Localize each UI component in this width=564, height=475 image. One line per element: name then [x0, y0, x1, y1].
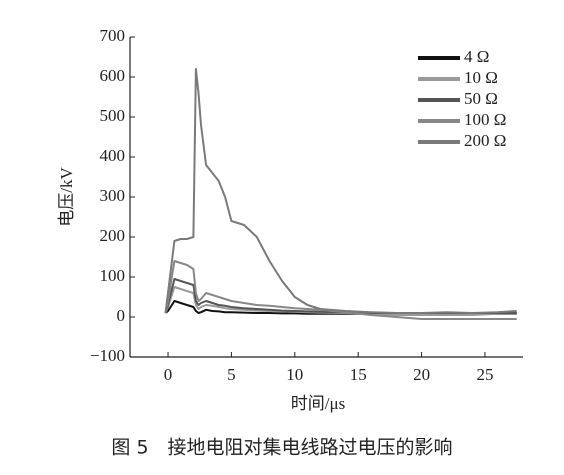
x-axis-label: 时间/μs: [291, 394, 345, 413]
caption: 图 5 接地电阻对集电线路过电压的影响: [111, 437, 452, 459]
x-tick-label: 10: [286, 365, 303, 384]
y-tick-label: −100: [90, 346, 125, 365]
y-tick-label: 400: [100, 146, 126, 165]
legend-label: 10 Ω: [464, 68, 498, 87]
x-tick-label: 0: [164, 365, 173, 384]
y-tick-label: 500: [100, 106, 126, 125]
legend-label: 50 Ω: [464, 89, 498, 108]
legend-label: 4 Ω: [464, 47, 489, 66]
series-line: [164, 68, 517, 314]
y-tick-label: 300: [100, 186, 126, 205]
y-tick-label: 200: [100, 226, 126, 245]
series-line: [164, 286, 517, 316]
y-tick-label: 600: [100, 66, 126, 85]
x-tick-label: 20: [413, 365, 430, 384]
x-tick-label: 25: [476, 365, 493, 384]
x-tick-label: 15: [350, 365, 367, 384]
y-tick-label: 700: [100, 26, 126, 45]
legend-label: 100 Ω: [464, 110, 506, 129]
y-tick-label: 0: [117, 306, 126, 325]
x-tick-label: 5: [227, 365, 236, 384]
legend-label: 200 Ω: [464, 131, 506, 150]
y-tick-label: 100: [100, 266, 126, 285]
y-axis-label: 电压/kV: [57, 167, 76, 227]
series-line: [164, 260, 517, 320]
